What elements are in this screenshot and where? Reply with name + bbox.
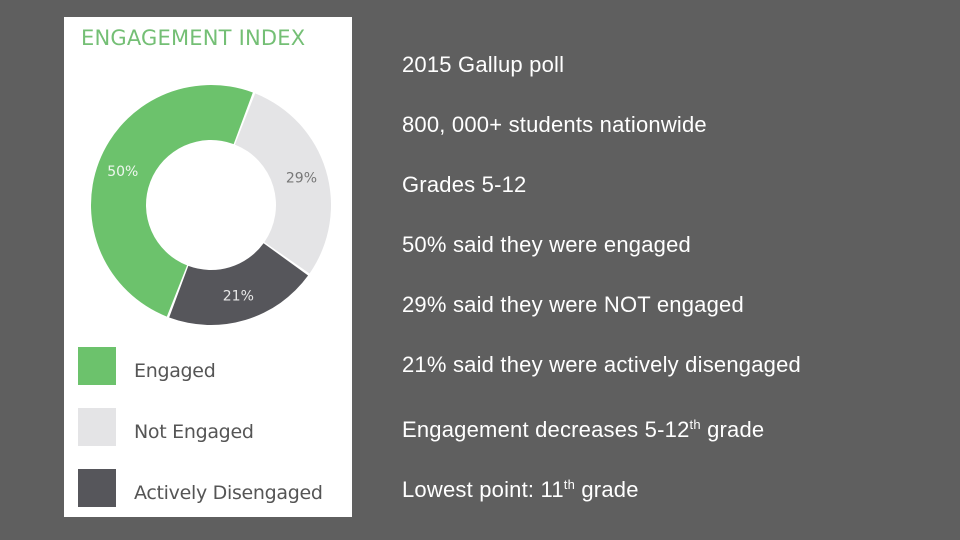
legend-swatch-engaged — [78, 347, 116, 385]
bullet-item: 29% said they were NOT engaged — [402, 292, 744, 317]
bullet-item: 800, 000+ students nationwide — [402, 112, 707, 137]
bullet-item: 21% said they were actively disengaged — [402, 352, 801, 377]
donut-slice-not-engaged — [234, 93, 331, 274]
legend-swatch-actively-disengaged — [78, 469, 116, 507]
data-label-actively-disengaged: 21% — [223, 288, 254, 304]
donut-slice-engaged — [90, 84, 253, 317]
bullet-item: Engagement decreases 5-12th grade — [402, 417, 765, 442]
chart-panel: ENGAGEMENT INDEX 50% 29% 21% Engaged Not E… — [64, 17, 352, 517]
bullet-item: 50% said they were engaged — [402, 232, 691, 257]
bullet-item: Lowest point: 11th grade — [402, 477, 639, 502]
bullet-item: Grades 5-12 — [402, 172, 527, 197]
chart-title: ENGAGEMENT INDEX — [81, 26, 306, 50]
data-label-not-engaged: 29% — [286, 171, 317, 187]
donut-chart: 50% 29% 21% — [90, 84, 331, 326]
legend-label-engaged: Engaged — [134, 360, 216, 382]
data-label-engaged: 50% — [107, 164, 138, 180]
donut-slice-actively-disengaged — [169, 243, 309, 326]
bullet-item: 2015 Gallup poll — [402, 52, 565, 77]
legend-item-not-engaged: Not Engaged — [78, 408, 348, 448]
legend-item-engaged: Engaged — [78, 347, 348, 387]
legend-item-actively-disengaged: Actively Disengaged — [78, 469, 348, 509]
legend-label-actively-disengaged: Actively Disengaged — [134, 482, 323, 504]
legend-label-not-engaged: Not Engaged — [134, 421, 254, 443]
legend-swatch-not-engaged — [78, 408, 116, 446]
